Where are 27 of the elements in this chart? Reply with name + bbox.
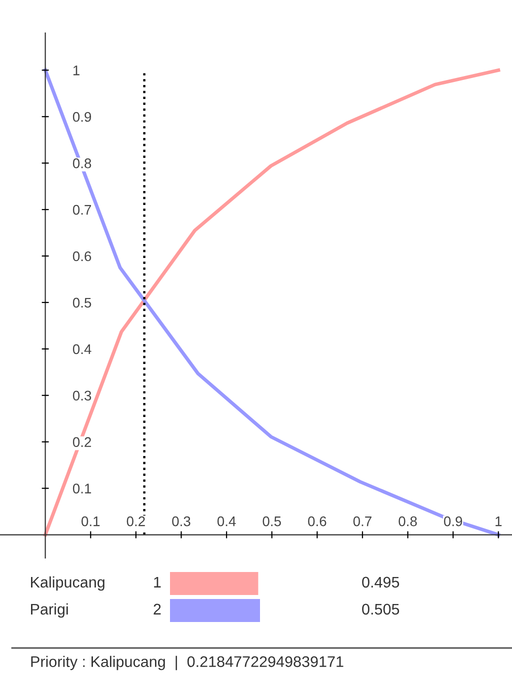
x-tick-label: 0.2 <box>126 516 145 526</box>
text: Priority : Kalipucang | 0.21847722949839171 <box>31 656 344 670</box>
x-tick-label: 0.4 <box>217 516 236 526</box>
y-tick-label: 0.1 <box>72 484 92 494</box>
data-label: 0.505 <box>362 604 400 615</box>
y-tick-label: 0.4 <box>72 344 92 354</box>
y-tick-label: 0.2 <box>72 437 92 448</box>
y-tick-label: Parigi <box>31 603 68 618</box>
y-tick-label: 0.6 <box>72 251 92 262</box>
x-tick-label: 0.9 <box>444 516 462 526</box>
y-tick-label: 0.9 <box>72 112 92 122</box>
data-label: 0.495 <box>362 576 400 588</box>
y-tick-label: 1 <box>73 66 80 76</box>
x-tick-label: 0.5 <box>262 516 281 526</box>
x-tick-label: 1 <box>496 516 502 526</box>
text: 1 <box>154 576 161 588</box>
x-tick-label: 0.8 <box>398 516 417 526</box>
y-tick-label: 0.3 <box>72 390 92 401</box>
y-tick-label: 0.8 <box>72 158 92 168</box>
x-tick-label: 0.7 <box>353 516 372 526</box>
y-tick-label: 0.5 <box>72 298 92 308</box>
y-tick-label: 0.7 <box>72 204 92 215</box>
x-tick-label: 0.6 <box>308 516 326 526</box>
x-tick-label: 0.3 <box>172 516 190 526</box>
x-tick-label: 0.1 <box>82 516 100 526</box>
y-tick-label: Kalipucang <box>31 576 104 591</box>
text: 2 <box>154 604 161 614</box>
